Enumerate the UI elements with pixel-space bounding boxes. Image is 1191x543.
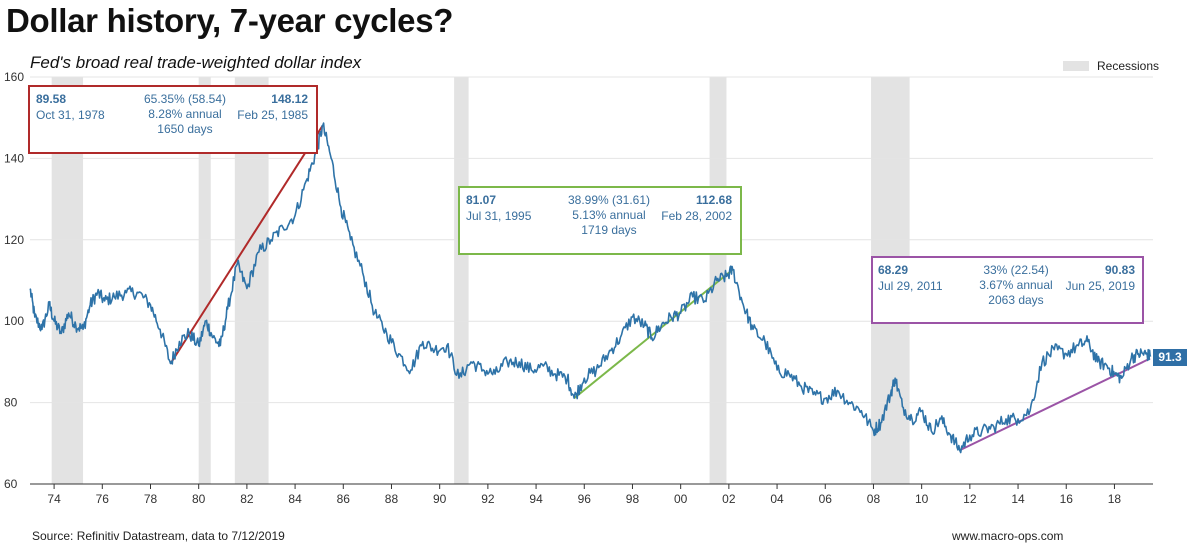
end-value-label: 91.3 (1153, 349, 1187, 366)
x-tick-label: 02 (722, 492, 736, 506)
x-tick-label: 14 (1011, 492, 1025, 506)
annotation-days: 1719 days (581, 223, 637, 237)
annotation-change: 33% (22.54) (983, 263, 1049, 277)
legend: Recessions (1063, 59, 1159, 73)
annotation-start-date: Jul 29, 2011 (878, 279, 943, 293)
series-line (29, 122, 1152, 454)
x-tick-label: 10 (915, 492, 929, 506)
recession-band (454, 77, 469, 484)
annotation-end-value: 148.12 (271, 92, 308, 106)
annotation-cycle-2: 81.07 Jul 31, 1995 38.99% (31.61) 5.13% … (458, 186, 742, 255)
recession-band (198, 77, 211, 484)
x-tick-label: 94 (529, 492, 543, 506)
x-tick-label: 92 (481, 492, 495, 506)
trend-line-cycle-3 (959, 357, 1151, 452)
x-tick-label: 04 (770, 492, 784, 506)
y-tick-label: 120 (4, 233, 24, 247)
annotation-end-value: 90.83 (1104, 263, 1135, 277)
annotation-end-date: Feb 28, 2002 (661, 209, 732, 223)
annotation-change: 38.99% (31.61) (567, 193, 651, 207)
x-tick-label: 82 (240, 492, 254, 506)
x-tick-label: 80 (192, 492, 206, 506)
y-tick-label: 160 (4, 70, 24, 84)
annotation-start-date: Oct 31, 1978 (36, 108, 105, 122)
y-tick-label: 100 (4, 314, 24, 328)
credit-note: www.macro-ops.com (952, 529, 1064, 543)
annotation-end-value: 112.68 (695, 193, 732, 207)
trend-line-cycle-2 (573, 268, 734, 400)
x-tick-label: 98 (626, 492, 640, 506)
trend-line-cycle-1 (169, 124, 324, 365)
x-tick-label: 06 (819, 492, 833, 506)
x-tick-label: 90 (433, 492, 447, 506)
y-tick-label: 60 (4, 477, 18, 491)
recession-swatch (1063, 61, 1089, 71)
annotation-start-date: Jul 31, 1995 (466, 209, 532, 223)
annotation-end-date: Feb 25, 1985 (237, 108, 308, 122)
x-tick-label: 86 (337, 492, 351, 506)
legend-label: Recessions (1097, 59, 1160, 73)
y-tick-label: 80 (4, 396, 18, 410)
annotation-start-value: 68.29 (878, 263, 909, 277)
x-tick-label: 16 (1060, 492, 1074, 506)
x-tick-label: 74 (47, 492, 61, 506)
annotation-days: 2063 days (988, 293, 1044, 307)
annotation-cycle-1: 89.58 Oct 31, 1978 65.35% (58.54) 8.28% … (28, 85, 318, 154)
annotation-annual: 3.67% annual (979, 278, 1053, 292)
annotation-change: 65.35% (58.54) (143, 92, 227, 106)
x-tick-label: 84 (288, 492, 302, 506)
annotation-annual: 8.28% annual (148, 107, 222, 121)
x-tick-label: 18 (1108, 492, 1122, 506)
annotation-annual: 5.13% annual (572, 208, 646, 222)
x-tick-label: 00 (674, 492, 688, 506)
chart-subtitle: Fed's broad real trade-weighted dollar i… (30, 53, 362, 72)
y-tick-label: 140 (4, 151, 24, 165)
axis-layer: 60 80 100 120 140 160 74 76 78 80 82 84 86 88 90 92 94 96… (4, 70, 1153, 506)
x-tick-label: 88 (385, 492, 399, 506)
series-layer (29, 122, 1152, 454)
x-tick-label: 78 (144, 492, 158, 506)
annotation-start-value: 89.58 (36, 92, 67, 106)
annotation-end-date: Jun 25, 2019 (1065, 279, 1135, 293)
source-note: Source: Refinitiv Datastream, data to 7/… (32, 529, 285, 543)
annotation-start-value: 81.07 (466, 193, 497, 207)
x-tick-label: 96 (578, 492, 592, 506)
annotation-cycle-3: 68.29 Jul 29, 2011 33% (22.54) 3.67% ann… (871, 256, 1144, 324)
x-tick-label: 12 (963, 492, 977, 506)
chart-title: Dollar history, 7-year cycles? (6, 2, 454, 39)
annotation-days: 1650 days (157, 122, 213, 136)
x-tick-label: 76 (96, 492, 110, 506)
x-tick-label: 08 (867, 492, 881, 506)
